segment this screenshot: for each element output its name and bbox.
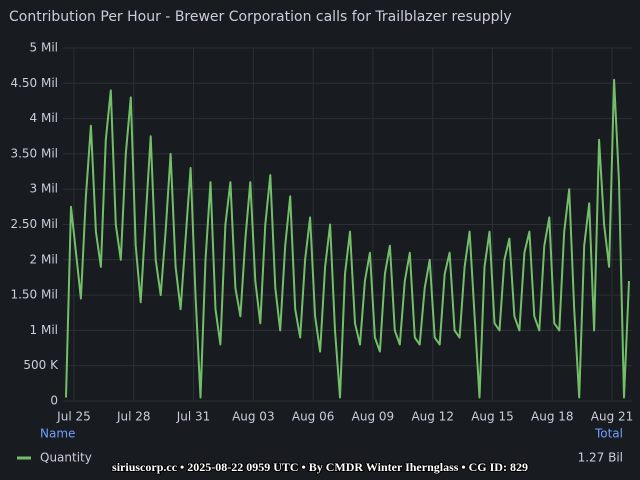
x-tick-label: Aug 21 [591, 410, 634, 424]
legend-total: 1.27 Bil [578, 451, 623, 465]
y-tick-label: 3.50 Mil [10, 146, 58, 160]
x-tick-label: Aug 18 [531, 410, 574, 424]
y-tick-label: 4 Mil [30, 111, 58, 125]
x-tick-label: Aug 12 [411, 410, 454, 424]
x-tick-label: Aug 15 [471, 410, 514, 424]
x-tick-label: Aug 03 [232, 410, 275, 424]
footer: siriuscorp.cc • 2025-08-22 0959 UTC • By… [112, 460, 528, 474]
y-tick-label: 0 [50, 394, 58, 408]
y-tick-label: 500 K [23, 358, 59, 372]
legend-label[interactable]: Quantity [40, 451, 92, 465]
x-tick-label: Aug 06 [292, 410, 335, 424]
y-tick-label: 2.50 Mil [10, 217, 58, 231]
legend-total-header[interactable]: Total [594, 427, 623, 441]
y-tick-label: 1 Mil [30, 323, 58, 337]
x-tick-label: Jul 25 [56, 410, 91, 424]
x-tick-label: Jul 31 [176, 410, 211, 424]
x-tick-label: Jul 28 [116, 410, 151, 424]
x-tick-label: Aug 09 [352, 410, 395, 424]
chart-title: Contribution Per Hour - Brewer Corporati… [9, 9, 512, 25]
y-tick-label: 5 Mil [30, 41, 58, 55]
y-tick-label: 2 Mil [30, 252, 58, 266]
y-tick-label: 4.50 Mil [10, 76, 58, 90]
series-line [65, 78, 630, 399]
y-tick-label: 3 Mil [30, 182, 58, 196]
y-tick-label: 1.50 Mil [10, 288, 58, 302]
legend-name-header[interactable]: Name [40, 427, 75, 441]
